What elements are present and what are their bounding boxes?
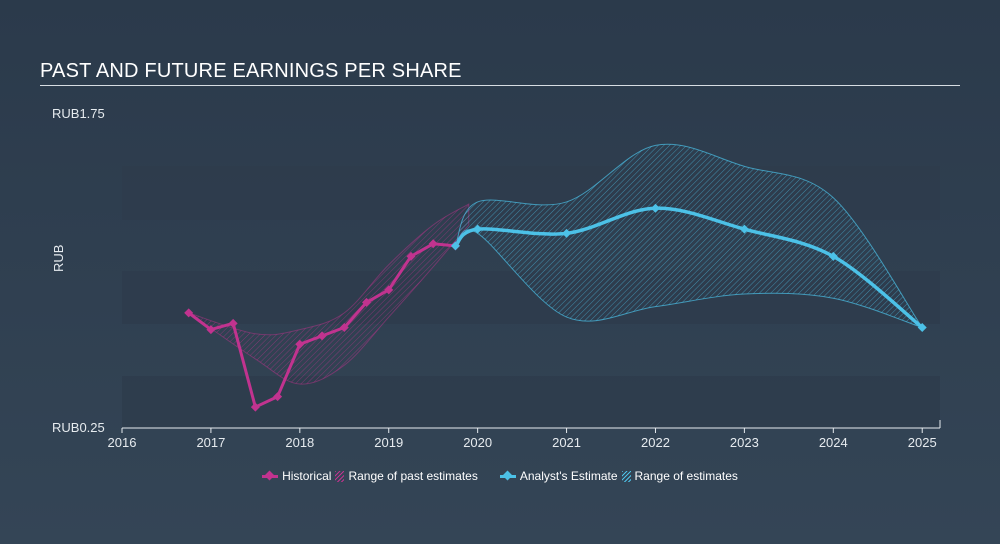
x-tick-label-2016: 2016 — [108, 435, 137, 450]
background-bands — [122, 166, 940, 428]
title-divider — [40, 85, 960, 86]
historical-point-11 — [428, 239, 438, 249]
estimate-point-2 — [562, 228, 572, 238]
estimate-point-4 — [739, 224, 749, 234]
legend-label-estimate: Analyst's Estimate — [519, 469, 618, 483]
future-range-hatch-icon — [621, 470, 631, 482]
x-axis: 2016 2017 2018 2019 2020 2021 2022 2023 2024 2025 — [108, 420, 941, 450]
y-tick-label-top: RUB1.75 — [52, 106, 105, 121]
estimate-point-0 — [450, 241, 460, 251]
legend-item-historical[interactable]: Historical — [262, 469, 331, 483]
historical-point-0 — [184, 308, 194, 318]
series-markers — [184, 203, 927, 412]
historical-point-3 — [250, 402, 260, 412]
x-tick-label-2017: 2017 — [196, 435, 225, 450]
estimate-point-3 — [650, 203, 660, 213]
historical-marker-icon — [262, 470, 279, 482]
background-band-2 — [122, 376, 940, 428]
legend-label-past-range: Range of past estimates — [348, 469, 478, 483]
historical-point-2 — [228, 318, 238, 328]
estimate-marker-icon — [499, 470, 516, 482]
historical-point-4 — [273, 392, 283, 402]
historical-point-10 — [406, 251, 416, 261]
legend-item-past-range[interactable]: Range of past estimates — [335, 469, 478, 483]
legend-label-historical: Historical — [282, 469, 332, 483]
legend-item-estimate[interactable]: Analyst's Estimate — [499, 469, 618, 483]
chart-title: PAST AND FUTURE EARNINGS PER SHARE — [40, 60, 462, 82]
x-tick-label-2021: 2021 — [552, 435, 581, 450]
x-tick-label-2025: 2025 — [908, 435, 937, 450]
x-tick-label-2020: 2020 — [463, 435, 492, 450]
x-tick-label-2023: 2023 — [730, 435, 759, 450]
estimate-point-6 — [917, 323, 927, 333]
historical-point-7 — [339, 323, 349, 333]
legend-item-future-range[interactable]: Range of estimates — [621, 469, 738, 483]
historical-point-8 — [362, 297, 372, 307]
legend: Historical Range of past estimates Analy… — [0, 469, 1000, 483]
y-tick-label-bottom: RUB0.25 — [52, 420, 105, 435]
x-tick-label-2018: 2018 — [285, 435, 314, 450]
legend-label-future-range: Range of estimates — [634, 469, 738, 483]
historical-point-6 — [317, 331, 327, 341]
x-tick-label-2024: 2024 — [819, 435, 848, 450]
historical-point-1 — [206, 325, 216, 335]
estimate-point-1 — [473, 224, 483, 234]
historical-point-5 — [295, 339, 305, 349]
x-tick-label-2022: 2022 — [641, 435, 670, 450]
historical-point-9 — [384, 285, 394, 295]
estimate-point-5 — [828, 251, 838, 261]
past-range-hatch-icon — [335, 470, 345, 482]
x-tick-label-2019: 2019 — [374, 435, 403, 450]
